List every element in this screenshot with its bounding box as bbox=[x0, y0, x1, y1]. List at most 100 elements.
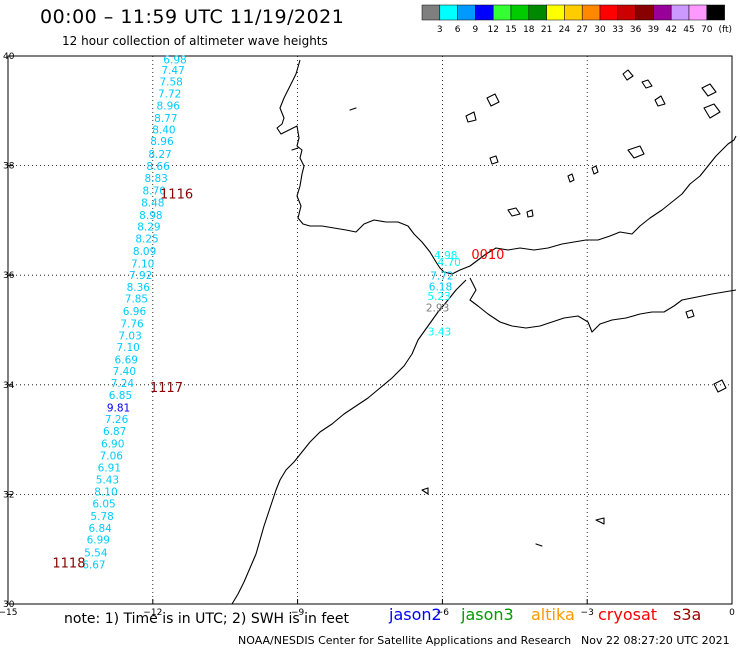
x-tick-label: −3 bbox=[581, 608, 594, 618]
y-tick-label: 32 bbox=[3, 490, 14, 500]
swh-value: 8.77 bbox=[154, 113, 177, 125]
swh-value: 7.26 bbox=[105, 414, 129, 426]
swh-value: 7.10 bbox=[131, 259, 154, 271]
swh-value: 4.98 bbox=[434, 250, 457, 262]
swh-value: 7.06 bbox=[100, 450, 124, 462]
map-title: 00:00 – 11:59 UTC 11/19/2021 bbox=[40, 6, 345, 28]
legend-swatch bbox=[492, 4, 512, 21]
swh-value: 7.72 bbox=[158, 89, 181, 101]
x-tick-label: −15 bbox=[0, 608, 18, 618]
satellite-jason2: jason2 bbox=[389, 605, 442, 624]
swh-value: 8.48 bbox=[141, 198, 164, 210]
swh-value: 7.03 bbox=[118, 330, 141, 342]
map-subtitle: 12 hour collection of altimeter wave hei… bbox=[62, 34, 328, 48]
swh-value: 7.76 bbox=[120, 318, 144, 330]
units-note: note: 1) Time is in UTC; 2) SWH is in fe… bbox=[64, 611, 350, 627]
x-tick-label: −6 bbox=[436, 608, 450, 618]
swh-value: 8.10 bbox=[94, 486, 117, 498]
swh-value: 6.91 bbox=[98, 462, 121, 474]
y-tick-label: 38 bbox=[3, 162, 15, 172]
swh-value: 6.98 bbox=[163, 55, 186, 67]
swh-value: 2.93 bbox=[426, 302, 449, 314]
x-tick-label: 0 bbox=[729, 608, 735, 618]
legend-swatch bbox=[528, 4, 547, 21]
swh-value: 9.81 bbox=[107, 403, 130, 415]
swh-value: 6.90 bbox=[101, 438, 124, 450]
swh-value: 3.43 bbox=[428, 326, 451, 338]
swh-value: 6.69 bbox=[115, 354, 138, 366]
satellite-altika: altika bbox=[531, 605, 575, 624]
swh-value: 8.66 bbox=[146, 161, 170, 173]
legend-tick-label: 39 bbox=[648, 25, 660, 35]
legend-tick-label: 45 bbox=[683, 25, 694, 35]
legend-tick-label: 6 bbox=[455, 25, 461, 35]
x-tick-label: −12 bbox=[143, 608, 162, 618]
swh-value: 6.87 bbox=[103, 426, 126, 438]
swh-value: 8.36 bbox=[127, 282, 151, 294]
swh-value: 8.70 bbox=[143, 186, 166, 198]
swh-value: 6.67 bbox=[82, 559, 105, 571]
pass-time-label: 1116 bbox=[160, 187, 193, 202]
legend-swatch bbox=[439, 4, 458, 21]
legend-swatch bbox=[510, 4, 530, 21]
swh-value: 6.85 bbox=[109, 390, 132, 402]
y-tick-label: 40 bbox=[3, 52, 15, 62]
map-frame bbox=[7, 55, 733, 605]
swh-value: 8.09 bbox=[133, 246, 156, 258]
swh-value: 5.78 bbox=[90, 511, 113, 523]
swh-value: 8.96 bbox=[157, 101, 181, 113]
y-tick-label: 36 bbox=[3, 271, 15, 281]
x-tick-label: −9 bbox=[291, 608, 305, 618]
swh-value: 7.85 bbox=[125, 294, 148, 306]
legend-swatch bbox=[564, 4, 583, 21]
legend-tick-label: 9 bbox=[473, 25, 479, 35]
legend-swatch bbox=[475, 4, 494, 21]
swh-value: 6.18 bbox=[429, 282, 452, 294]
legend-tick-label: 18 bbox=[523, 25, 535, 35]
legend-swatch bbox=[617, 4, 636, 21]
wave-height-legend: 3 6 9 12 15 18 21 24 27 30 33 36 39 42 45 70 (ft) bbox=[421, 4, 732, 35]
pass-time-label: 1117 bbox=[150, 381, 183, 396]
legend-swatch bbox=[581, 4, 601, 21]
swh-value: 7.58 bbox=[159, 77, 182, 89]
swh-value: 8.83 bbox=[144, 173, 167, 185]
satellite-jason3: jason3 bbox=[461, 605, 514, 624]
swh-value: 5.43 bbox=[96, 474, 119, 486]
swh-value: 6.84 bbox=[88, 523, 112, 535]
swh-value: 7.40 bbox=[113, 366, 136, 378]
swh-value: 8.98 bbox=[139, 210, 162, 222]
swh-value: 4.70 bbox=[437, 257, 460, 269]
swh-value: 7.92 bbox=[129, 270, 152, 282]
legend-tick-label: 15 bbox=[505, 25, 516, 35]
swh-value: 7.47 bbox=[161, 65, 184, 77]
generated-timestamp: Nov 22 08:27:20 UTC 2021 bbox=[581, 634, 730, 647]
pass-time-label: 1118 bbox=[52, 556, 85, 571]
legend-swatch bbox=[653, 4, 672, 21]
legend-swatch bbox=[670, 4, 690, 21]
legend-tick-label: 27 bbox=[576, 25, 587, 35]
legend-tick-label: 12 bbox=[487, 25, 498, 35]
legend-swatch bbox=[635, 4, 654, 21]
coastline bbox=[231, 59, 737, 605]
legend-swatch bbox=[688, 4, 708, 21]
swh-value: 8.40 bbox=[152, 124, 175, 136]
legend-swatch bbox=[457, 4, 476, 21]
pass-time-label: 0010 bbox=[471, 248, 504, 263]
legend-tick-label: 3 bbox=[437, 25, 443, 35]
legend-unit: (ft) bbox=[718, 25, 732, 35]
swh-value: 6.05 bbox=[92, 499, 115, 511]
legend-tick-label: 42 bbox=[665, 25, 676, 35]
satellite-s3a: s3a bbox=[673, 605, 702, 624]
swh-value: 5.54 bbox=[84, 547, 108, 559]
satellite-cryosat: cryosat bbox=[598, 605, 658, 624]
legend-tick-label: 24 bbox=[559, 25, 571, 35]
map-border bbox=[7, 55, 733, 605]
swh-value: 7.72 bbox=[430, 271, 453, 283]
legend-tick-label: 70 bbox=[701, 25, 713, 35]
legend-tick-label: 36 bbox=[630, 25, 642, 35]
legend-tick-label: 33 bbox=[612, 25, 623, 35]
legend-tick-label: 30 bbox=[594, 25, 606, 35]
swh-value: 6.99 bbox=[87, 535, 110, 547]
altimeter-observations: 6.987.477.587.728.968.778.408.968.278.66… bbox=[82, 55, 461, 572]
